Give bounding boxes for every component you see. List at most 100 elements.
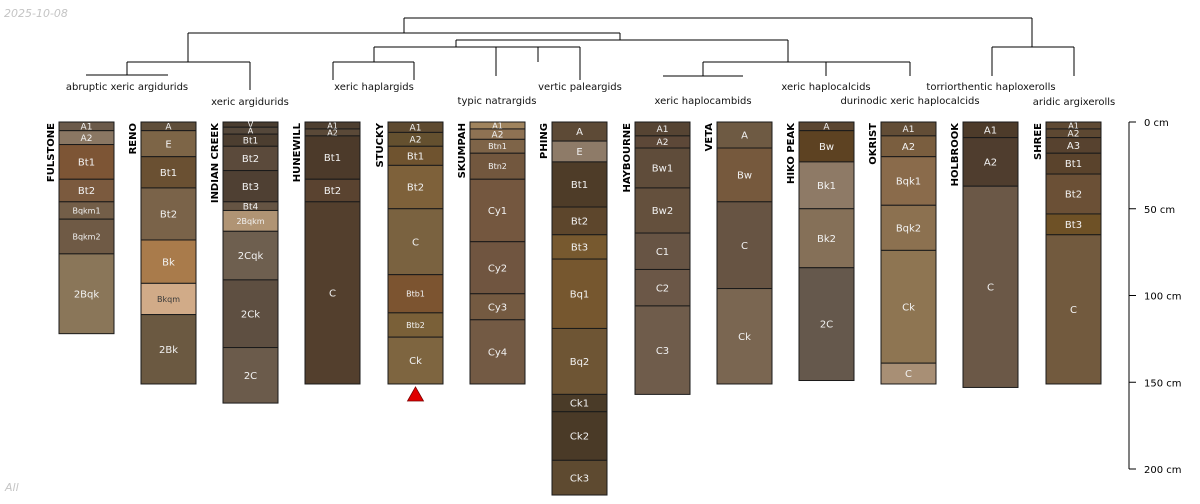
horizon-block: [222, 279, 279, 349]
horizon-block: [140, 130, 197, 158]
horizon-block: [469, 241, 526, 295]
profile-name: HIKO PEAK: [786, 122, 797, 184]
soil-profile: A Bw Bk1 Bk2 2C HIKO PEAK: [786, 121, 855, 382]
horizon-label: Bt1: [407, 151, 424, 162]
horizon-label: E: [165, 139, 171, 150]
horizon-label: A: [741, 131, 748, 142]
horizon-label: Btb2: [406, 321, 425, 330]
horizon-label: A2: [984, 158, 997, 169]
depth-tick-label: 200 cm: [1144, 465, 1182, 476]
horizon-label: C: [1070, 305, 1077, 316]
horizon-block: [58, 144, 115, 180]
soil-profile: A1 A2 Bqk1 Bqk2 Ck C OKRIST: [868, 121, 937, 385]
horizon-label: A1: [984, 125, 997, 136]
horizon-block: [387, 274, 444, 314]
horizon-block: [469, 319, 526, 385]
subset-label: All: [5, 481, 19, 494]
horizon-label: Cy3: [488, 302, 507, 313]
horizon-block: [634, 187, 691, 234]
horizon-label: 2Bqkm: [236, 217, 264, 226]
horizon-block: [140, 239, 197, 284]
horizon-block: [551, 234, 608, 260]
cluster-label: durinodic xeric haplocalcids: [840, 96, 979, 107]
horizon-label: Bkqm: [157, 295, 180, 304]
profile-name: PHING: [539, 123, 550, 159]
depth-tick-label: 50 cm: [1144, 205, 1175, 216]
horizon-block: [304, 135, 361, 180]
horizon-label: A2: [902, 142, 915, 153]
horizon-block: [798, 267, 855, 382]
horizon-label: A2: [81, 134, 93, 144]
horizon-label: A: [576, 127, 583, 138]
cluster-label: abruptic xeric argidurids: [66, 82, 188, 93]
profile-name: FULSTONE: [46, 123, 57, 182]
horizon-block: [58, 253, 115, 335]
cluster-labels: abruptic xeric argidurids xeric argidurid…: [66, 82, 1115, 108]
horizon-label: Ck: [902, 302, 915, 313]
horizon-block: [798, 130, 855, 163]
horizon-label: Bt2: [78, 186, 95, 197]
horizon-block: [304, 201, 361, 385]
horizon-label: Bk1: [817, 181, 836, 192]
horizon-label: Bt2: [242, 154, 259, 165]
horizon-label: C: [741, 241, 748, 252]
horizon-label: 2Bqk: [74, 289, 100, 300]
horizon-block: [140, 314, 197, 385]
horizon-label: Bt1: [1065, 159, 1082, 170]
horizon-block: [387, 164, 444, 210]
horizon-label: A2: [657, 138, 669, 148]
horizon-label: Cy1: [488, 206, 507, 217]
horizon-block: [1045, 234, 1102, 385]
horizon-label: Ck3: [570, 473, 589, 484]
horizon-block: [222, 170, 279, 203]
horizon-label: A1: [657, 125, 669, 135]
horizon-label: Bqk1: [896, 177, 921, 188]
horizon-block: [140, 187, 197, 241]
soil-profile: A1 A2 Bt1 Bt2 C Btb1 Btb2 Ck STUCKY: [375, 121, 444, 385]
horizon-block: [551, 459, 608, 496]
horizon-label: Bt3: [571, 243, 588, 254]
profile-name: OKRIST: [868, 123, 879, 165]
horizon-label: Bk2: [817, 234, 836, 245]
soil-profile: AE Bt1 Bt2 Bk Bkqm 2Bk RENO: [128, 121, 197, 385]
profile-name: SHREE: [1033, 123, 1044, 160]
horizon-label: 2C: [244, 371, 257, 382]
horizon-label: 2Bk: [159, 345, 178, 356]
profile-name: HOLBROOK: [950, 122, 961, 187]
horizon-label: Bt1: [324, 153, 341, 164]
horizon-label: Ck1: [570, 399, 589, 410]
horizon-label: Bw: [737, 171, 752, 182]
horizon-block: [634, 305, 691, 395]
horizon-label: A: [248, 127, 254, 136]
horizon-block: [222, 347, 279, 404]
depth-tick-label: 0 cm: [1144, 118, 1169, 129]
horizon-label: C: [329, 288, 336, 299]
horizon-label: Bt1: [160, 168, 177, 179]
horizon-block: [716, 288, 773, 385]
horizon-label: C1: [656, 247, 669, 258]
horizon-label: A2: [492, 130, 504, 140]
horizon-label: Bt1: [243, 136, 258, 146]
soil-profile: A1 A2 C HOLBROOK: [950, 121, 1019, 388]
horizon-label: A: [165, 123, 172, 133]
horizon-label: Bq1: [570, 289, 590, 300]
cluster-label: typic natrargids: [458, 96, 537, 107]
cluster-label: xeric argidurids: [211, 97, 289, 108]
horizon-block: [798, 161, 855, 210]
cluster-label: torriorthentic haploxerolls: [926, 82, 1055, 93]
horizon-block: [387, 208, 444, 276]
horizon-label: C: [905, 369, 912, 380]
horizon-label: A2: [327, 128, 338, 137]
horizon-label: Bk: [162, 257, 175, 268]
profile-name: SKUMPAH: [457, 123, 468, 178]
horizon-label: Bt4: [243, 202, 259, 212]
horizon-label: Bt2: [571, 216, 588, 227]
horizon-label: Ck: [409, 356, 422, 367]
horizon-label: A2: [1068, 130, 1080, 140]
horizon-block: [716, 121, 773, 149]
horizon-label: Bqkm2: [72, 232, 100, 241]
